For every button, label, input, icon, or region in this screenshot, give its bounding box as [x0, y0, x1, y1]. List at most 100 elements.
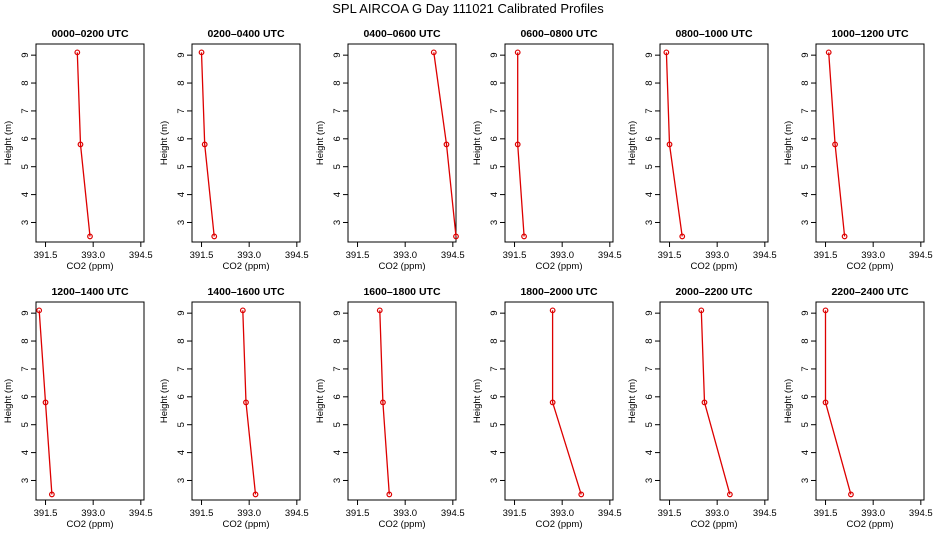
data-point	[376, 307, 383, 314]
data-point	[726, 491, 733, 498]
x-tick-label: 394.5	[909, 250, 933, 261]
y-tick-label: 3	[644, 220, 655, 225]
y-tick-label: 6	[489, 136, 500, 141]
plot-frame	[191, 43, 301, 243]
x-tick-label: 391.5	[34, 250, 58, 261]
x-tick-label: 394.5	[598, 508, 622, 519]
y-axis-label: Height (m)	[315, 121, 326, 165]
data-point	[36, 307, 43, 314]
y-tick-label: 7	[644, 108, 655, 113]
x-tick-label: 393.0	[393, 508, 417, 519]
y-tick-label: 9	[332, 53, 343, 58]
y-tick-label: 3	[20, 220, 31, 225]
panel-title: 0800–1000 UTC	[675, 28, 752, 40]
y-tick-label: 4	[489, 192, 500, 197]
data-point	[252, 491, 259, 498]
x-axis-label: CO2 (ppm)	[223, 261, 270, 272]
y-tick-label: 3	[332, 478, 343, 483]
plot-frame	[35, 301, 145, 501]
plot-frame	[504, 43, 614, 243]
profile-panel-6: 1000–1200 UTC 391.5 393.0 394.5 CO2 (ppm) 3 4 5…	[783, 28, 933, 272]
y-tick-label: 7	[489, 366, 500, 371]
y-axis-label: Height (m)	[472, 121, 483, 165]
y-tick-label: 5	[644, 164, 655, 169]
y-tick-label: 3	[489, 220, 500, 225]
data-point	[380, 399, 386, 406]
profile-panel-7: 1200–1400 UTC 391.5 393.0 394.5 CO2 (ppm) 3 4 5…	[3, 286, 153, 530]
y-tick-label: 8	[489, 338, 500, 343]
profile-panel-4: 0600–0800 UTC 391.5 393.0 394.5 CO2 (ppm) 3 4 5…	[472, 28, 622, 272]
y-tick-label: 7	[800, 366, 811, 371]
y-tick-label: 8	[644, 338, 655, 343]
x-axis-label: CO2 (ppm)	[379, 519, 426, 530]
x-tick-label: 394.5	[129, 250, 153, 261]
y-tick-label: 9	[332, 311, 343, 316]
y-axis-label: Height (m)	[159, 379, 170, 423]
y-tick-label: 6	[176, 394, 187, 399]
y-tick-label: 5	[644, 422, 655, 427]
x-tick-label: 394.5	[909, 508, 933, 519]
profile-line-1	[824, 310, 852, 495]
x-tick-label: 393.0	[237, 250, 261, 261]
panel-title: 0600–0800 UTC	[520, 28, 597, 40]
y-tick-label: 7	[332, 108, 343, 113]
y-tick-label: 4	[644, 192, 655, 197]
x-tick-label: 391.5	[190, 508, 214, 519]
profile-panel-12: 2200–2400 UTC 391.5 393.0 394.5 CO2 (ppm) 3 4 5…	[783, 286, 933, 530]
plot-frame	[504, 301, 614, 501]
x-tick-label: 393.0	[861, 508, 885, 519]
x-tick-label: 393.0	[705, 508, 729, 519]
y-tick-label: 4	[176, 450, 187, 455]
y-tick-label: 4	[489, 450, 500, 455]
profile-panel-3: 0400–0600 UTC 391.5 393.0 394.5 CO2 (ppm) 3 4 5…	[315, 28, 465, 272]
plot-frame	[347, 43, 457, 243]
profile-panel-9: 1600–1800 UTC 391.5 393.0 394.5 CO2 (ppm) 3 4 5…	[315, 286, 465, 530]
y-tick-label: 9	[176, 311, 187, 316]
panel-title: 1600–1800 UTC	[363, 286, 440, 298]
x-tick-label: 391.5	[814, 508, 838, 519]
x-tick-label: 394.5	[598, 250, 622, 261]
y-tick-label: 7	[20, 108, 31, 113]
panel-title: 1200–1400 UTC	[51, 286, 128, 298]
y-tick-label: 4	[800, 192, 811, 197]
y-tick-label: 9	[800, 311, 811, 316]
profile-line-1	[700, 310, 731, 495]
y-tick-label: 6	[800, 136, 811, 141]
y-tick-label: 5	[800, 164, 811, 169]
y-tick-label: 7	[644, 366, 655, 371]
data-point	[679, 233, 686, 240]
profile-line-1	[517, 52, 525, 237]
data-point	[453, 233, 459, 240]
x-tick-label: 394.5	[441, 250, 465, 261]
y-tick-label: 9	[20, 311, 31, 316]
x-tick-label: 391.5	[346, 508, 370, 519]
y-tick-label: 5	[332, 422, 343, 427]
x-tick-label: 394.5	[285, 250, 309, 261]
profile-panel-10: 1800–2000 UTC 391.5 393.0 394.5 CO2 (ppm) 3 4 5…	[472, 286, 622, 530]
profile-panel-5: 0800–1000 UTC 391.5 393.0 394.5 CO2 (ppm) 3 4 5…	[627, 28, 777, 272]
data-point	[514, 49, 521, 56]
y-tick-label: 7	[20, 366, 31, 371]
data-point	[48, 491, 55, 498]
y-axis-label: Height (m)	[627, 121, 638, 165]
y-tick-label: 9	[800, 53, 811, 58]
y-tick-label: 5	[800, 422, 811, 427]
data-point	[666, 141, 673, 148]
data-point	[211, 233, 218, 240]
y-tick-label: 8	[800, 80, 811, 85]
y-tick-label: 5	[332, 164, 343, 169]
data-point	[514, 141, 521, 148]
panel-title: 1400–1600 UTC	[207, 286, 284, 298]
y-tick-label: 6	[332, 394, 343, 399]
y-tick-label: 6	[332, 136, 343, 141]
x-axis-label: CO2 (ppm)	[536, 519, 583, 530]
y-tick-label: 3	[800, 478, 811, 483]
data-point	[701, 399, 708, 406]
data-point	[243, 399, 249, 406]
y-tick-label: 7	[332, 366, 343, 371]
profile-line-1	[551, 310, 582, 495]
y-axis-label: Height (m)	[472, 379, 483, 423]
x-tick-label: 391.5	[503, 508, 527, 519]
data-point	[386, 491, 393, 498]
panel-title: 0400–0600 UTC	[363, 28, 440, 40]
